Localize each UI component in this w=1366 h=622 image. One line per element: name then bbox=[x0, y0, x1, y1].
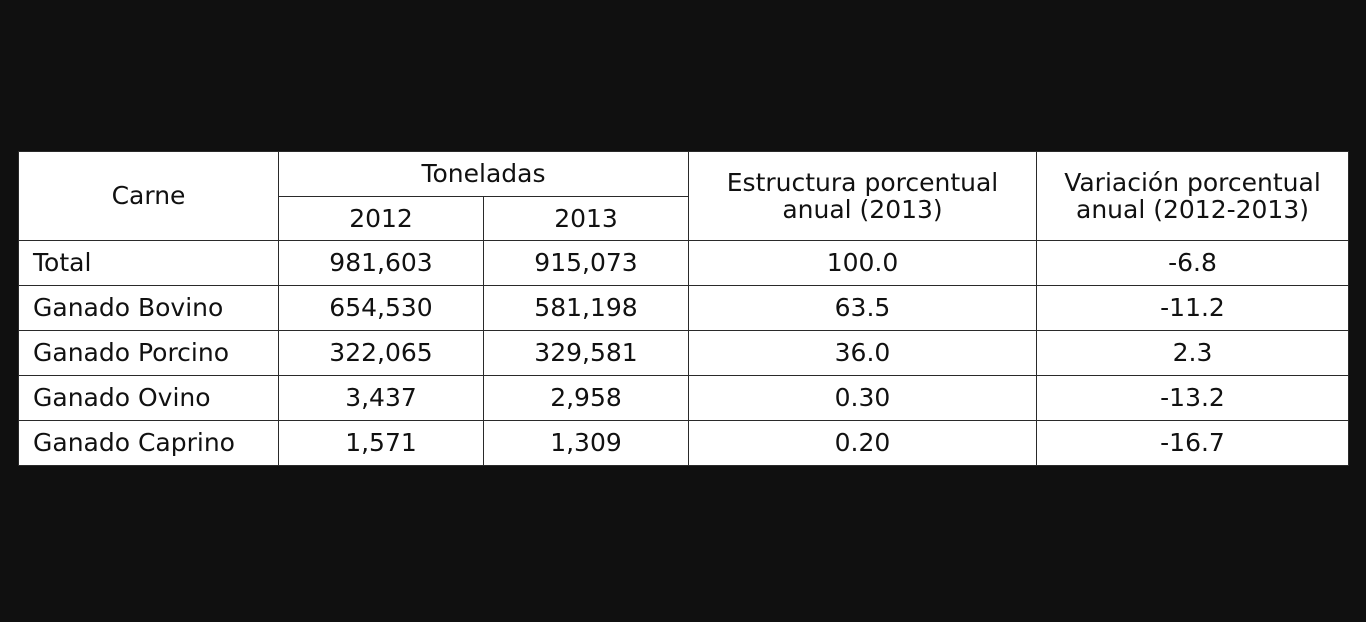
header-year-2013: 2013 bbox=[483, 196, 689, 241]
header-row-top: Carne Toneladas Estructura porcentual an… bbox=[18, 151, 1349, 241]
row-variacion: -16.7 bbox=[1036, 420, 1349, 466]
row-name: Ganado Ovino bbox=[18, 375, 279, 421]
row-variacion: -6.8 bbox=[1036, 240, 1349, 286]
row-tons-2012: 654,530 bbox=[278, 285, 484, 331]
row-name: Ganado Caprino bbox=[18, 420, 279, 466]
row-tons-2012: 3,437 bbox=[278, 375, 484, 421]
header-row-years: 2012 2013 bbox=[19, 196, 1349, 241]
header-carne: Carne bbox=[18, 151, 279, 241]
row-estructura: 0.20 bbox=[688, 420, 1037, 466]
row-tons-2012: 1,571 bbox=[278, 420, 484, 466]
row-tons-2013: 581,198 bbox=[483, 285, 689, 331]
table-row: Ganado Bovino 654,530 581,198 63.5 -11.2 bbox=[18, 285, 1349, 331]
table-row: Ganado Porcino 322,065 329,581 36.0 2.3 bbox=[18, 330, 1349, 376]
row-variacion: -13.2 bbox=[1036, 375, 1349, 421]
row-name: Ganado Bovino bbox=[18, 285, 279, 331]
row-tons-2012: 981,603 bbox=[278, 240, 484, 286]
header-estructura-line2: anual (2013) bbox=[782, 195, 943, 224]
row-tons-2013: 2,958 bbox=[483, 375, 689, 421]
row-variacion: 2.3 bbox=[1036, 330, 1349, 376]
header-year-2012: 2012 bbox=[278, 196, 484, 241]
header-estructura-line1: Estructura porcentual bbox=[726, 167, 999, 197]
header-variacion-line1: Variación porcentual bbox=[1064, 167, 1321, 197]
row-tons-2013: 915,073 bbox=[483, 240, 689, 286]
row-estructura: 0.30 bbox=[688, 375, 1037, 421]
row-estructura: 100.0 bbox=[688, 240, 1037, 286]
row-tons-2013: 1,309 bbox=[483, 420, 689, 466]
row-variacion: -11.2 bbox=[1036, 285, 1349, 331]
header-estructura: Estructura porcentual anual (2013) bbox=[688, 151, 1037, 241]
table-row: Total 981,603 915,073 100.0 -6.8 bbox=[18, 240, 1349, 286]
table-row: Ganado Ovino 3,437 2,958 0.30 -13.2 bbox=[18, 375, 1349, 421]
row-estructura: 63.5 bbox=[688, 285, 1037, 331]
header-variacion: Variación porcentual anual (2012-2013) bbox=[1036, 151, 1349, 241]
table-row: Ganado Caprino 1,571 1,309 0.20 -16.7 bbox=[18, 420, 1349, 466]
header-toneladas: Toneladas bbox=[278, 151, 689, 197]
row-name: Total bbox=[18, 240, 279, 286]
row-tons-2013: 329,581 bbox=[483, 330, 689, 376]
row-name: Ganado Porcino bbox=[18, 330, 279, 376]
header-variacion-line2: anual (2012-2013) bbox=[1076, 195, 1309, 224]
meat-production-table: Carne Toneladas Estructura porcentual an… bbox=[18, 151, 1349, 466]
row-tons-2012: 322,065 bbox=[278, 330, 484, 376]
row-estructura: 36.0 bbox=[688, 330, 1037, 376]
